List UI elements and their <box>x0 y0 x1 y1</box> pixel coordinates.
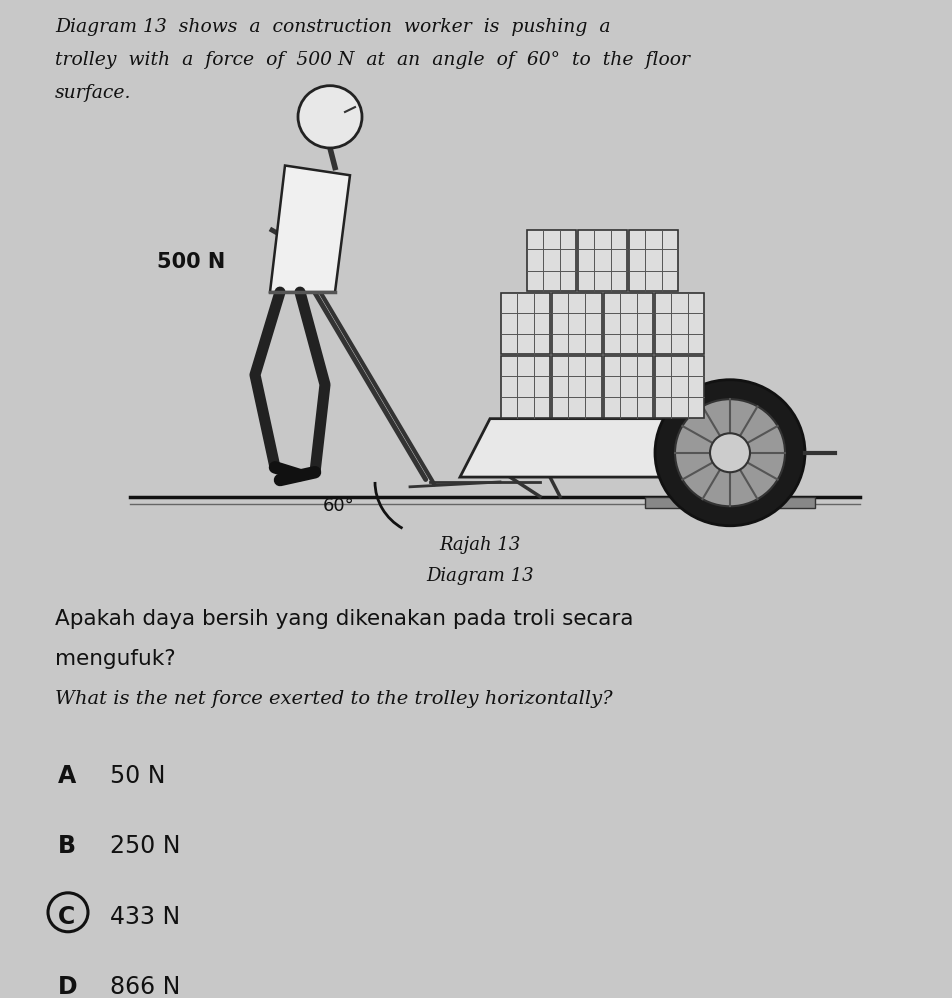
Text: Diagram 13  shows  a  construction  worker  is  pushing  a: Diagram 13 shows a construction worker i… <box>55 18 610 36</box>
Bar <box>552 356 602 418</box>
Bar <box>655 356 704 418</box>
Text: surface.: surface. <box>55 84 131 102</box>
Text: A: A <box>58 764 76 788</box>
Text: What is the net force exerted to the trolley horizontally?: What is the net force exerted to the tro… <box>55 691 613 709</box>
Text: Apakah daya bersih yang dikenakan pada troli secara: Apakah daya bersih yang dikenakan pada t… <box>55 609 633 629</box>
Bar <box>604 356 653 418</box>
Text: mengufuk?: mengufuk? <box>55 650 175 670</box>
Circle shape <box>675 399 785 506</box>
Circle shape <box>655 379 805 526</box>
Text: trolley  with  a  force  of  500 N  at  an  angle  of  60°  to  the  floor: trolley with a force of 500 N at an angl… <box>55 51 690 69</box>
Bar <box>501 293 550 354</box>
Text: 433 N: 433 N <box>110 904 180 928</box>
Text: 60°: 60° <box>324 497 355 515</box>
Text: Diagram 13: Diagram 13 <box>426 567 534 585</box>
Bar <box>604 293 653 354</box>
Bar <box>578 230 627 291</box>
Text: C: C <box>58 904 75 928</box>
Bar <box>552 293 602 354</box>
Text: B: B <box>58 834 76 858</box>
Circle shape <box>298 86 362 148</box>
Bar <box>655 293 704 354</box>
Bar <box>629 230 679 291</box>
Bar <box>526 230 576 291</box>
Polygon shape <box>460 419 740 477</box>
Polygon shape <box>270 166 350 292</box>
Bar <box>645 497 815 508</box>
Bar <box>501 356 550 418</box>
Text: 866 N: 866 N <box>110 975 180 998</box>
Circle shape <box>710 433 750 472</box>
Text: D: D <box>58 975 78 998</box>
Text: 50 N: 50 N <box>110 764 166 788</box>
Text: Rajah 13: Rajah 13 <box>439 536 521 554</box>
Text: 250 N: 250 N <box>110 834 181 858</box>
Text: 500 N: 500 N <box>157 251 225 271</box>
